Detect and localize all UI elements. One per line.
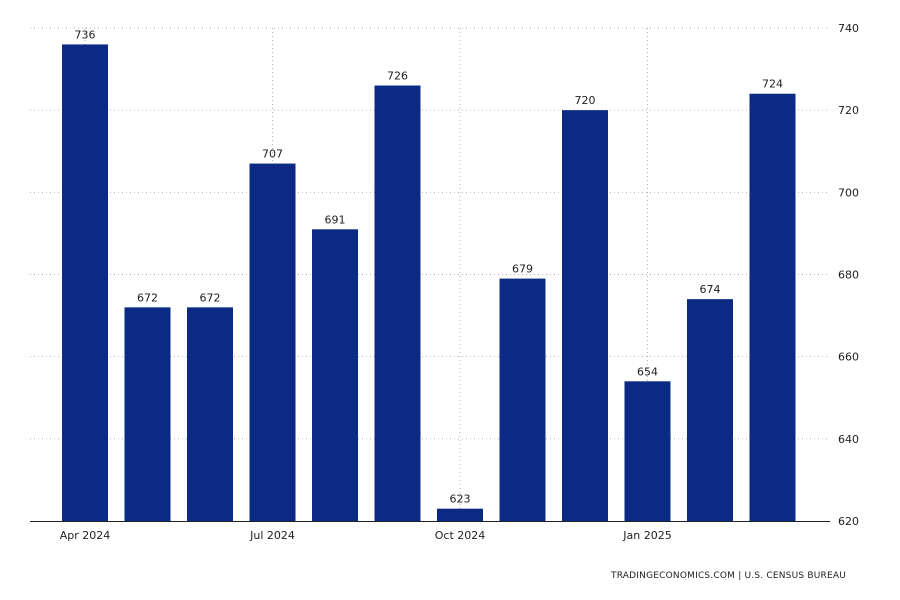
x-tick-label: Jul 2024 [249,529,295,542]
data-label-9: 720 [575,94,596,107]
data-label-4: 707 [262,148,283,161]
bar-3 [187,307,233,521]
bar-2 [124,307,171,521]
x-tick-label: Jan 2025 [622,529,671,542]
source-credit: TRADINGECONOMICS.COM | U.S. CENSUS BUREA… [611,571,846,581]
data-label-12: 724 [762,78,783,91]
data-label-11: 674 [700,283,721,296]
y-tick-label: 720 [838,104,859,117]
data-label-10: 654 [637,365,658,378]
y-tick-label: 740 [838,22,859,35]
y-tick-label: 620 [838,515,859,528]
bar-5 [312,229,358,521]
x-axis-ticks: Apr 2024 Jul 2024 Oct 2024 Jan 2025 [60,529,672,542]
data-label-2: 672 [137,291,158,304]
x-tick-label: Oct 2024 [435,529,486,542]
grid-lines [30,27,830,521]
bar-10 [624,381,671,521]
y-axis-ticks: 620 640 660 680 700 720 740 [838,22,859,528]
bar-11 [687,299,733,521]
data-labels: 736 672 672 707 691 726 623 679 720 654 674 724 [75,28,784,505]
bar-9 [562,110,608,522]
bar-4 [249,163,296,521]
data-label-5: 691 [325,213,346,226]
data-label-8: 679 [512,263,533,276]
bar-7 [437,508,483,521]
x-tick-label: Apr 2024 [60,529,111,542]
bars [62,44,796,522]
y-tick-label: 700 [838,186,859,199]
bar-8 [499,278,546,521]
data-label-1: 736 [75,28,96,41]
bar-6 [374,85,421,522]
y-tick-label: 680 [838,269,859,282]
y-tick-label: 660 [838,351,859,364]
data-label-6: 726 [387,70,408,83]
data-label-7: 623 [450,493,471,506]
bar-12 [749,93,796,521]
bar-1 [62,44,108,521]
y-tick-label: 640 [838,433,859,446]
data-label-3: 672 [200,291,221,304]
